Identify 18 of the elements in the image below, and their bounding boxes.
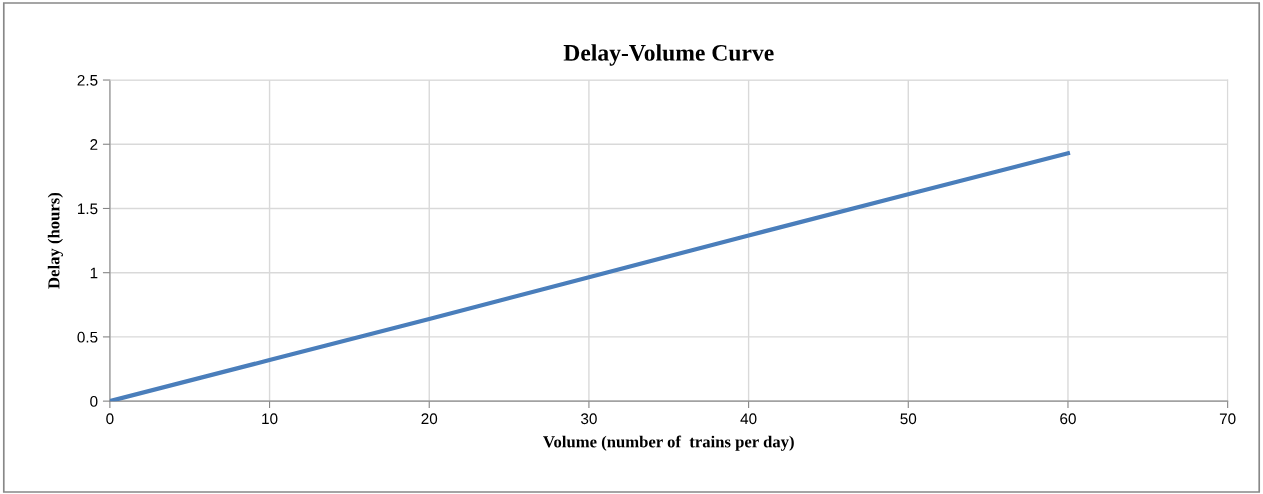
y-tick-label: 0.5 bbox=[77, 331, 98, 343]
x-axis-title: Volume (number of trains per day) bbox=[543, 435, 794, 451]
chart-title: Delay-Volume Curve bbox=[563, 44, 774, 66]
x-tick-label: 30 bbox=[581, 413, 597, 425]
y-axis-title: Delay (hours) bbox=[47, 192, 63, 289]
y-tick-label: 2.5 bbox=[77, 74, 98, 86]
x-tick-label: 70 bbox=[1219, 413, 1236, 425]
y-tick-label: 1.5 bbox=[78, 203, 98, 215]
x-tick-label: 0 bbox=[106, 413, 114, 425]
x-tick-label: 20 bbox=[421, 413, 438, 425]
x-tick-label: 40 bbox=[740, 413, 757, 425]
y-tick-label: 0 bbox=[90, 396, 98, 407]
line-series bbox=[109, 151, 1071, 402]
x-tick-label: 60 bbox=[1060, 413, 1076, 425]
x-tick-label: 10 bbox=[262, 413, 278, 425]
x-tick-label: 50 bbox=[900, 413, 917, 425]
y-tick-label: 1 bbox=[90, 267, 98, 279]
y-tick-label: 2 bbox=[90, 139, 98, 150]
